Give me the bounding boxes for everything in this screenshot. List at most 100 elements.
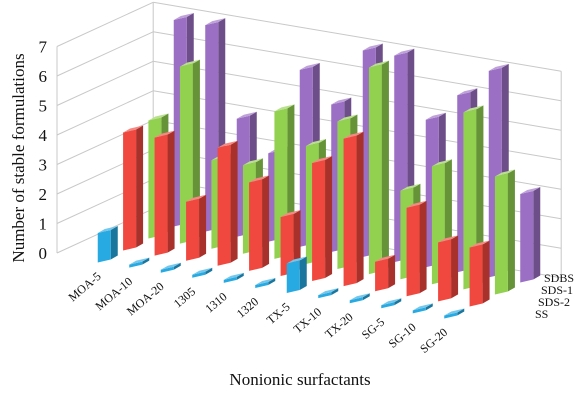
bar-top — [394, 48, 415, 56]
bar-side — [110, 226, 118, 260]
bar-side — [451, 235, 459, 299]
bar-front — [217, 144, 231, 266]
category-label: TX-5 — [264, 300, 293, 327]
y-tick-label: 3 — [39, 156, 48, 175]
bar-top — [375, 254, 396, 262]
bar-ss-sg-10 — [412, 303, 433, 314]
bar-front — [463, 109, 477, 290]
bar-side — [331, 288, 339, 296]
bar-top — [488, 63, 509, 71]
bar-side — [199, 194, 207, 258]
bar-top — [438, 235, 459, 243]
bar-top — [299, 62, 320, 70]
series-label-sdbs: SDBS — [544, 271, 574, 285]
bar-side — [262, 175, 270, 268]
bar-front — [381, 302, 395, 309]
category-label: SG-5 — [359, 315, 387, 342]
bar-top — [431, 159, 452, 167]
bar-side — [419, 200, 427, 294]
bar-top — [444, 308, 465, 316]
category-label: SG-10 — [386, 320, 419, 351]
bar-sds-2-tx-5 — [312, 156, 333, 282]
bar-side — [507, 169, 515, 292]
bar-top — [349, 293, 370, 301]
bar-top — [457, 88, 478, 96]
bar-sds-2-sg-10 — [438, 235, 459, 302]
bar-top — [286, 256, 307, 264]
bar-side — [482, 240, 490, 304]
bar-side — [381, 60, 389, 272]
bar-sdbs-sg-20 — [520, 186, 541, 283]
bar-top — [331, 97, 352, 105]
bar-sds-1-sg-20 — [494, 169, 515, 295]
bars — [97, 13, 541, 319]
bar-side — [173, 262, 181, 270]
y-tick-label: 7 — [39, 38, 48, 57]
bar-sds-2-moa-5 — [123, 125, 144, 251]
bar-ss-1305 — [192, 267, 213, 278]
gridline-left — [56, 60, 154, 106]
bar-side — [362, 293, 370, 301]
bar-top — [412, 303, 433, 311]
bar-side — [142, 257, 150, 265]
bar-top — [255, 277, 276, 285]
bar-sds-1-tx-10 — [368, 60, 389, 275]
y-tick-label: 5 — [39, 97, 48, 116]
bar-front — [223, 276, 237, 283]
bar-side — [136, 125, 144, 248]
bar-top — [205, 18, 226, 26]
bar-front — [154, 134, 168, 256]
bar-front — [255, 281, 269, 288]
bar-top — [312, 156, 333, 164]
bar-top — [280, 209, 301, 217]
bar-side — [192, 59, 200, 241]
bar-sds-2-1305 — [217, 140, 238, 266]
bar-sds-2-tx-10 — [343, 131, 364, 287]
y-tick-label: 2 — [39, 185, 48, 204]
bar-front — [494, 173, 508, 295]
bar-side — [167, 130, 175, 253]
bar-sds-2-moa-20 — [186, 194, 207, 261]
bar-top — [223, 272, 244, 280]
bar-top — [154, 130, 175, 138]
bar-front — [412, 307, 426, 314]
bar-sds-2-sg-5 — [406, 200, 427, 297]
bar-top — [274, 104, 295, 112]
bar-top — [520, 186, 541, 194]
gridline-left — [56, 31, 154, 77]
bar-front — [249, 179, 263, 271]
bar-ss-moa-5 — [97, 226, 118, 263]
bar-top — [97, 226, 118, 234]
bar-ss-tx-10 — [318, 288, 339, 299]
bar-top — [425, 112, 446, 120]
bar-top — [179, 59, 200, 67]
bar-top — [186, 194, 207, 202]
bar-top — [173, 13, 194, 21]
bar-side — [425, 303, 433, 311]
bar-front — [318, 292, 332, 299]
bar-top — [129, 257, 150, 265]
series-label-sds-1: SDS-1 — [541, 283, 573, 297]
bar-front — [280, 213, 294, 276]
bar-top — [217, 140, 238, 148]
category-label: 1310 — [202, 289, 229, 315]
bar-top — [337, 114, 358, 122]
bar-ss-1320 — [255, 277, 276, 288]
bar-front — [343, 135, 357, 287]
bar-sds-2-tx-20 — [375, 254, 396, 292]
bar-sds-2-1310 — [249, 175, 270, 271]
bar-front — [368, 64, 382, 275]
bar-front — [97, 230, 111, 263]
bar-front — [444, 312, 458, 319]
bar-front — [179, 63, 193, 244]
bar-front — [160, 266, 174, 273]
bar-top — [318, 288, 339, 296]
bar-top — [368, 60, 389, 68]
bar-side — [299, 256, 307, 291]
bar-side — [325, 156, 333, 279]
bar-side — [388, 254, 396, 289]
bar-side — [476, 105, 484, 287]
bar-front — [375, 258, 389, 292]
bar-side — [268, 277, 276, 285]
